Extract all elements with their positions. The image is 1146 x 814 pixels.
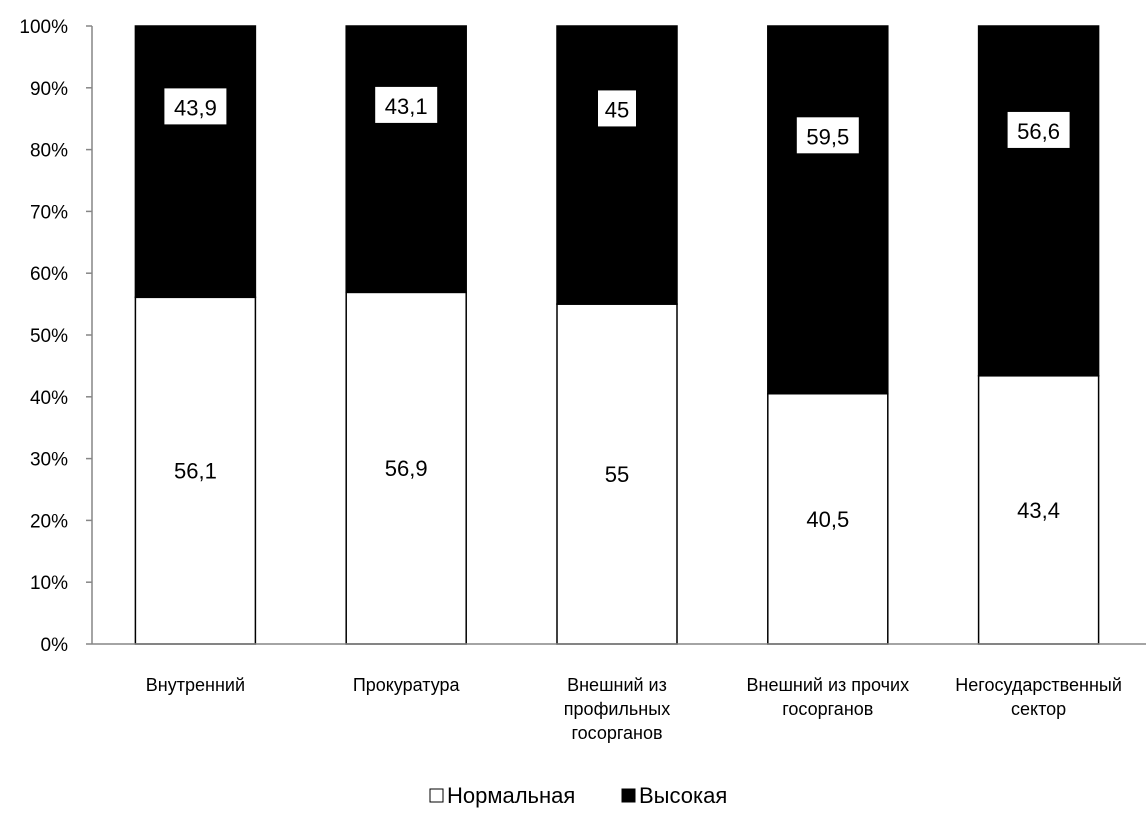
bar-segment bbox=[134, 25, 257, 299]
y-tick-label: 0% bbox=[41, 635, 69, 656]
data-label-box bbox=[164, 88, 227, 125]
bar-segment bbox=[767, 392, 889, 645]
y-tick-label: 60% bbox=[30, 264, 68, 285]
legend: Нормальная Высокая bbox=[429, 783, 727, 808]
bars bbox=[134, 25, 1100, 645]
x-axis: Внутренний Прокуратура Внешний из профильны… bbox=[92, 643, 1146, 743]
data-label: 56,6 bbox=[1017, 119, 1060, 144]
legend-swatch bbox=[429, 788, 444, 803]
y-tick-label: 80% bbox=[30, 141, 68, 162]
data-label: 43,9 bbox=[174, 95, 217, 120]
category-label: профильных bbox=[564, 699, 670, 719]
y-tick-label: 90% bbox=[30, 79, 68, 100]
y-axis: 0% 10% 20% 30% 40% 50% 60% 70% 80% 90% 100% bbox=[19, 17, 93, 656]
bar-segment bbox=[556, 303, 678, 645]
bar-segment bbox=[345, 25, 467, 294]
y-tick-label: 10% bbox=[30, 573, 68, 594]
y-tick-label: 70% bbox=[30, 202, 68, 223]
y-tick-label: 40% bbox=[30, 388, 68, 409]
data-label: 43,1 bbox=[385, 94, 428, 119]
data-labels: 56,1 43,9 56,9 43,1 55 45 40,5 59,5 43,4 56,6 bbox=[164, 86, 1070, 532]
data-label: 59,5 bbox=[806, 124, 849, 149]
bar-segment bbox=[556, 25, 678, 305]
data-label: 40,5 bbox=[806, 507, 849, 532]
data-label-box bbox=[1007, 111, 1070, 148]
category-label: Негосударственный bbox=[955, 675, 1122, 695]
legend-label: Высокая bbox=[639, 783, 727, 808]
category-label: Внешний из bbox=[567, 675, 667, 695]
bar-segment bbox=[134, 296, 257, 645]
bar-segment bbox=[977, 25, 1100, 377]
data-label: 56,9 bbox=[385, 456, 428, 481]
y-tick-label: 100% bbox=[19, 17, 68, 38]
category-label: госорганов bbox=[782, 699, 873, 719]
data-label-box bbox=[375, 86, 438, 123]
category-label: Прокуратура bbox=[353, 675, 461, 695]
category-label: Внутренний bbox=[146, 675, 245, 695]
data-label-box bbox=[598, 90, 636, 127]
bar-segment bbox=[767, 25, 889, 395]
category-label: госорганов bbox=[571, 723, 662, 743]
legend-swatch bbox=[621, 788, 636, 803]
data-label: 55 bbox=[605, 462, 629, 487]
data-label: 45 bbox=[605, 97, 629, 122]
category-label: Внешний из прочих bbox=[747, 675, 910, 695]
data-label: 56,1 bbox=[174, 459, 217, 484]
y-tick-label: 30% bbox=[30, 450, 68, 471]
category-label: сектор bbox=[1011, 699, 1066, 719]
legend-label: Нормальная bbox=[447, 783, 575, 808]
data-label: 43,4 bbox=[1017, 498, 1060, 523]
data-label-box bbox=[796, 117, 859, 154]
y-tick-label: 50% bbox=[30, 326, 68, 347]
y-tick-label: 20% bbox=[30, 511, 68, 532]
